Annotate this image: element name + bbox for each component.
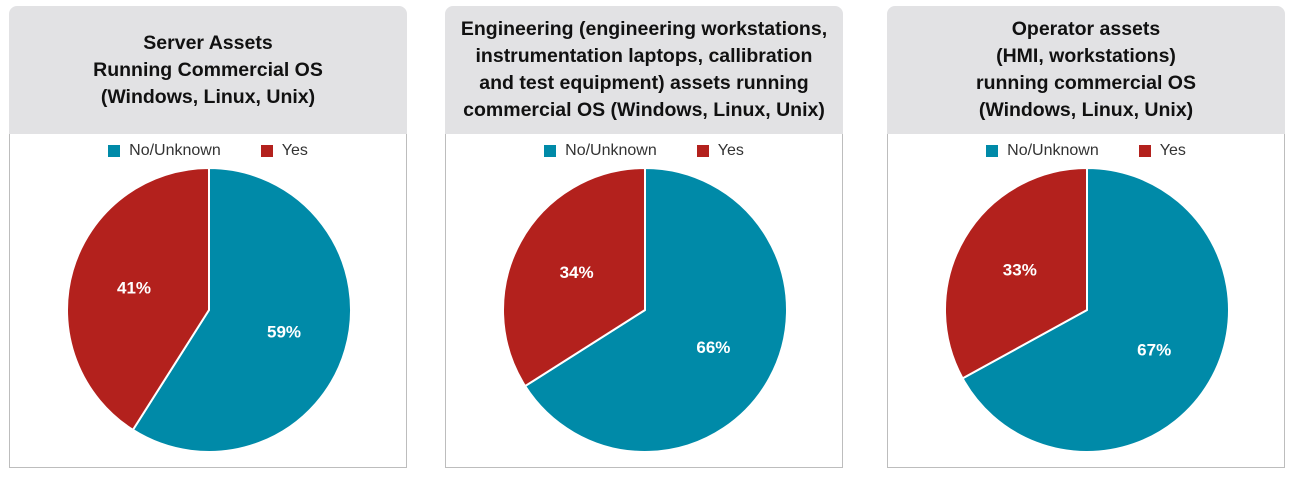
legend-label-no-unknown: No/Unknown bbox=[565, 142, 657, 159]
pie-slice-no-unknown bbox=[524, 167, 788, 453]
pie-value-label-yes: 33% bbox=[1003, 261, 1037, 280]
legend-item-yes: Yes bbox=[260, 142, 308, 160]
chart-title-line: (Windows, Linux, Unix) bbox=[978, 99, 1194, 121]
pie-value-label-yes: 34% bbox=[560, 263, 594, 282]
pie-chart: 66% 34% bbox=[502, 167, 788, 453]
legend: No/Unknown Yes bbox=[446, 142, 842, 160]
chart-panel-engineering-assets: Engineering (engineering workstations, i… bbox=[445, 6, 843, 468]
legend-item-no-unknown: No/Unknown bbox=[544, 142, 657, 160]
chart-body: No/Unknown Yes 59% 41% bbox=[9, 134, 407, 468]
legend-label-no-unknown: No/Unknown bbox=[1007, 142, 1099, 159]
chart-title-line: Operator assets bbox=[1011, 18, 1161, 40]
legend-item-yes: Yes bbox=[696, 142, 744, 160]
legend-swatch-no-unknown bbox=[986, 145, 999, 157]
chart-title-line: Server Assets bbox=[143, 31, 273, 54]
legend-item-no-unknown: No/Unknown bbox=[986, 142, 1099, 160]
chart-title-line: (Windows, Linux, Unix) bbox=[100, 85, 316, 108]
pie-slice-no-unknown bbox=[961, 167, 1230, 453]
legend-swatch-no-unknown bbox=[108, 145, 121, 157]
chart-title-line: Running Commercial OS bbox=[93, 58, 323, 81]
legend-item-no-unknown: No/Unknown bbox=[108, 142, 221, 160]
legend-swatch-yes bbox=[260, 145, 273, 157]
pie-slice-yes bbox=[944, 167, 1088, 380]
chart-title-line: instrumentation laptops, callibration bbox=[475, 45, 813, 67]
pie-value-label-yes: 41% bbox=[117, 279, 151, 298]
legend: No/Unknown Yes bbox=[10, 142, 406, 160]
legend-swatch-yes bbox=[1138, 145, 1151, 157]
panel-header: Operator assets (HMI, workstations) runn… bbox=[887, 6, 1285, 134]
panel-header: Server Assets Running Commercial OS (Win… bbox=[9, 6, 407, 134]
pie-slice-yes bbox=[502, 167, 646, 388]
chart-title: Engineering (engineering workstations, i… bbox=[455, 16, 833, 124]
chart-body: No/Unknown Yes 67% 33% bbox=[887, 134, 1285, 468]
legend-swatch-no-unknown bbox=[544, 145, 557, 157]
pie-chart: 67% 33% bbox=[944, 167, 1230, 453]
chart-title-line: Engineering (engineering workstations, bbox=[460, 18, 828, 40]
chart-panel-operator-assets: Operator assets (HMI, workstations) runn… bbox=[887, 6, 1285, 468]
chart-title: Server Assets Running Commercial OS (Win… bbox=[87, 30, 329, 111]
legend-label-yes: Yes bbox=[1159, 142, 1186, 159]
chart-title-line: running commercial OS bbox=[976, 72, 1196, 94]
pie-value-label-no-unknown: 59% bbox=[267, 322, 301, 341]
legend: No/Unknown Yes bbox=[888, 142, 1284, 160]
chart-panel-server-assets: Server Assets Running Commercial OS (Win… bbox=[9, 6, 407, 468]
panel-header: Engineering (engineering workstations, i… bbox=[445, 6, 843, 134]
legend-label-no-unknown: No/Unknown bbox=[129, 142, 221, 159]
legend-item-yes: Yes bbox=[1138, 142, 1186, 160]
pie-chart: 59% 41% bbox=[66, 167, 352, 453]
pie-slice-yes bbox=[66, 167, 210, 431]
pie-slice-no-unknown bbox=[131, 167, 352, 453]
chart-title-line: commercial OS (Windows, Linux, Unix) bbox=[463, 99, 825, 121]
chart-title-line: and test equipment) assets running bbox=[479, 72, 809, 94]
chart-title-line: (HMI, workstations) bbox=[996, 45, 1176, 67]
chart-title: Operator assets (HMI, workstations) runn… bbox=[970, 16, 1202, 124]
chart-body: No/Unknown Yes 66% 34% bbox=[445, 134, 843, 468]
pie-value-label-no-unknown: 67% bbox=[1137, 340, 1171, 359]
legend-label-yes: Yes bbox=[717, 142, 744, 159]
legend-label-yes: Yes bbox=[281, 142, 308, 159]
legend-swatch-yes bbox=[696, 145, 709, 157]
pie-value-label-no-unknown: 66% bbox=[696, 338, 730, 357]
